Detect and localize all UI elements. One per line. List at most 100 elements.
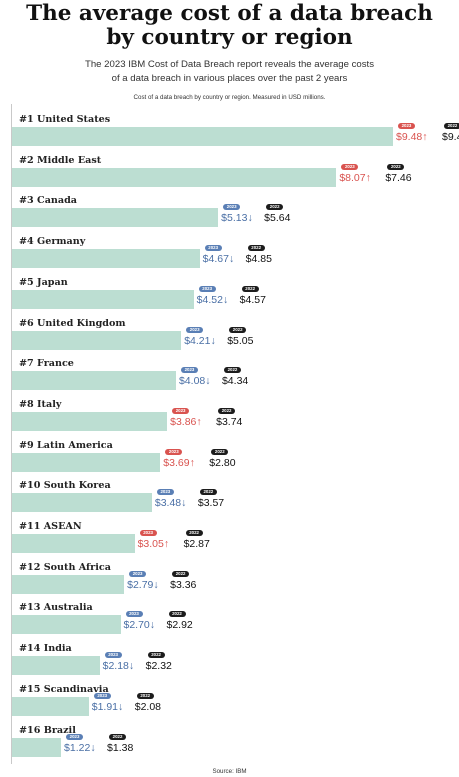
bar-2023 — [12, 371, 176, 391]
bar-2023 — [12, 615, 121, 635]
arrow-up-icon: ↑ — [163, 538, 170, 550]
value-label-2022: $4.57 — [239, 293, 266, 306]
value-2023-text: $9.48 — [396, 131, 423, 143]
year-tag-2022: 2022 — [211, 448, 229, 455]
year-tag-2023: 2023 — [180, 367, 198, 374]
year-tag-2022: 2022 — [218, 407, 236, 414]
bar-row: #7 France 2023 2022 $4.08↓ $4.34 — [0, 358, 459, 398]
value-2023-text: $4.52 — [196, 293, 223, 306]
year-tag-2022: 2022 — [136, 692, 154, 699]
arrow-down-icon: ↓ — [228, 253, 235, 266]
arrow-down-icon: ↓ — [128, 660, 135, 673]
year-tag-2023: 2023 — [104, 652, 122, 659]
year-tag-2023: 2023 — [156, 489, 174, 496]
page-title: The average cost of a data breach by cou… — [0, 2, 459, 50]
bar-row: #15 Scandinavia 2023 2022 $1.91↓ $2.08 — [0, 684, 459, 724]
year-tag-2023: 2023 — [172, 407, 190, 414]
arrow-up-icon: ↑ — [422, 131, 428, 143]
value-label-2022: $2.08 — [134, 700, 162, 713]
value-label-2023: $4.21↓ — [184, 335, 216, 347]
year-tag-2022: 2022 — [147, 652, 165, 659]
subtitle-line-2: of a data breach in various places over … — [111, 73, 348, 84]
title-line-1: The average cost of a data breach — [26, 1, 433, 26]
value-label-2022: $5.64 — [264, 212, 291, 225]
bar-2023 — [12, 411, 168, 431]
bar-2023 — [12, 737, 62, 757]
value-label-2023: $5.13↓ — [221, 212, 253, 224]
bar-2023 — [12, 574, 125, 594]
bar-row: #4 Germany 2023 2022 $4.67↓ $4.85 — [0, 236, 459, 276]
arrow-up-icon: ↑ — [365, 171, 371, 184]
bar-row: #9 Latin America 2023 2022 $3.69↑ $2.80 — [0, 440, 459, 480]
value-label-2023: $2.18↓ — [103, 660, 135, 672]
year-tag-2023: 2023 — [165, 448, 183, 455]
arrow-down-icon: ↓ — [247, 212, 253, 225]
value-label-2023: $3.48↓ — [155, 497, 187, 509]
bar-2023 — [12, 167, 337, 187]
year-tag-2022: 2022 — [229, 326, 247, 333]
value-label-2022: $3.74 — [216, 415, 243, 428]
value-label-2022: $4.85 — [245, 253, 272, 266]
arrow-up-icon: ↑ — [189, 456, 195, 469]
value-label-2023: $4.52↓ — [197, 294, 229, 306]
value-label-2023: $3.86↑ — [170, 416, 202, 428]
bar-row: #14 India 2023 2022 $2.18↓ $2.32 — [0, 643, 459, 683]
arrow-down-icon: ↓ — [205, 375, 211, 388]
row-label: #10 South Korea — [19, 480, 111, 492]
value-label-2023: $4.67↓ — [203, 253, 235, 265]
year-tag-2022: 2022 — [247, 245, 265, 252]
year-tag-2023: 2023 — [125, 611, 143, 618]
value-label-2023: $3.05↑ — [138, 538, 170, 550]
value-label-2022: $3.36 — [170, 578, 197, 591]
value-2023-text: $3.69 — [163, 456, 190, 469]
row-label: #4 Germany — [19, 236, 86, 248]
value-label-2023: $1.91↓ — [92, 701, 124, 713]
arrow-down-icon: ↓ — [181, 497, 187, 510]
value-label-2023: $8.07↑ — [339, 172, 371, 184]
value-label-2022: $2.92 — [166, 619, 193, 632]
year-tag-2022: 2022 — [266, 204, 284, 211]
bar-row: #8 Italy 2023 2022 $3.86↑ $3.74 — [0, 399, 459, 439]
row-label: #12 South Africa — [19, 561, 111, 573]
subtitle-line-1: The 2023 IBM Cost of Data Breach report … — [84, 59, 375, 70]
value-2023-text: $5.13 — [221, 212, 248, 225]
year-tag-2023: 2023 — [198, 285, 216, 292]
subtitle: The 2023 IBM Cost of Data Breach report … — [40, 58, 419, 86]
row-label: #13 Australia — [19, 602, 93, 614]
year-tag-2023: 2023 — [66, 733, 84, 740]
value-2023-text: $2.70 — [123, 619, 150, 632]
year-tag-2023: 2023 — [139, 530, 157, 536]
row-label: #8 Italy — [19, 398, 62, 410]
bar-2023 — [12, 452, 161, 472]
bar-2023 — [12, 696, 89, 716]
year-tag-2023: 2023 — [93, 692, 111, 699]
source-note: Source: IBM — [212, 768, 247, 775]
arrow-down-icon: ↓ — [210, 334, 216, 347]
arrow-down-icon: ↓ — [153, 578, 159, 591]
value-label-2023: $3.69↑ — [163, 457, 195, 469]
value-label-2022: $1.38 — [107, 741, 134, 754]
year-tag-2022: 2022 — [387, 163, 405, 170]
bar-2023 — [12, 208, 219, 228]
bar-2023 — [12, 330, 182, 350]
bar-2023 — [12, 656, 100, 676]
bar-2023 — [12, 127, 393, 146]
row-label: #3 Canada — [19, 195, 78, 207]
title-line-2: by country or region — [106, 25, 353, 50]
bar-row: #10 South Korea 2023 2022 $3.48↓ $3.57 — [0, 480, 459, 520]
year-tag-2022: 2022 — [168, 611, 186, 618]
value-label-2022: $4.34 — [221, 375, 249, 388]
bar-2023 — [12, 289, 194, 309]
year-tag-2022: 2022 — [185, 530, 203, 536]
arrow-up-icon: ↑ — [196, 415, 202, 428]
bar-row: #12 South Africa 2023 2022 $2.79↓ $3.36 — [0, 562, 459, 602]
arrow-down-icon: ↓ — [222, 293, 229, 306]
value-label-2023: $1.22↓ — [64, 742, 96, 754]
bar-row: #13 Australia 2023 2022 $2.70↓ $2.92 — [0, 602, 459, 642]
year-tag-2022: 2022 — [444, 123, 459, 129]
value-label-2023: $2.79↓ — [127, 579, 159, 591]
year-tag-2023: 2023 — [341, 163, 359, 170]
value-label-2022: $5.05 — [227, 334, 254, 347]
value-2023-text: $4.08 — [178, 375, 206, 388]
row-label: #6 United Kingdom — [19, 317, 126, 329]
